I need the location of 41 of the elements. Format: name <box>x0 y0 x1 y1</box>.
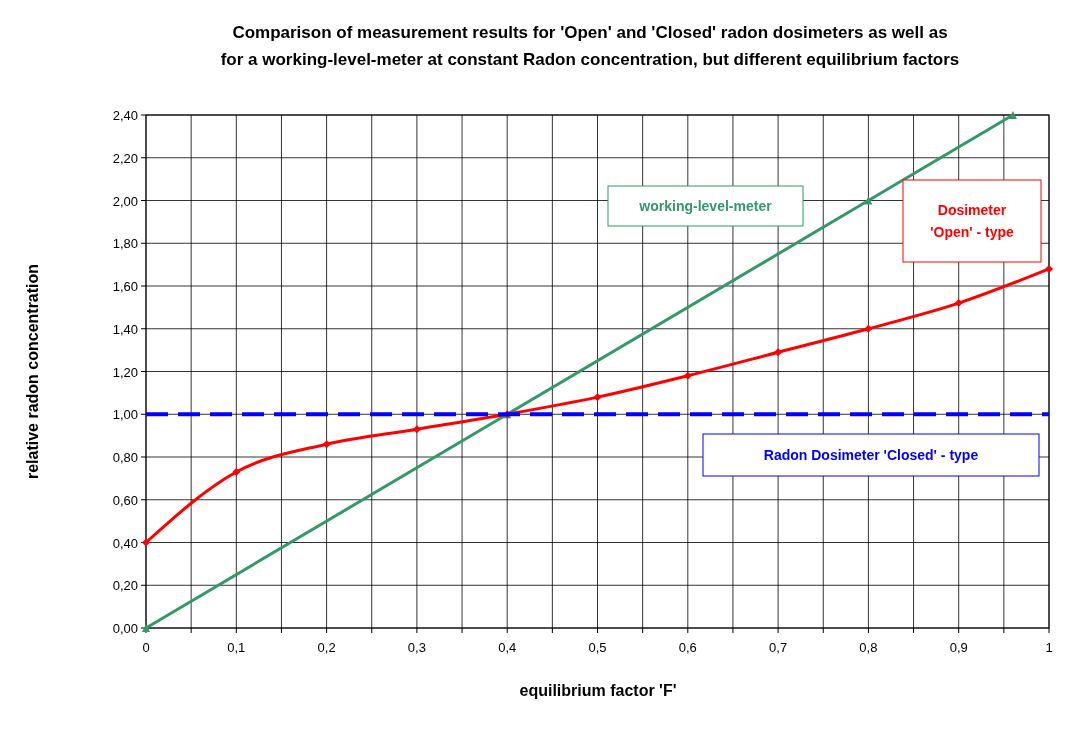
y-tick-label: 1,80 <box>112 236 138 252</box>
y-tick-label: 0,60 <box>112 492 138 508</box>
x-tick-label: 0,7 <box>769 640 788 655</box>
x-axis-title: equilibrium factor 'F' <box>519 682 677 699</box>
y-tick-label: 0,20 <box>112 578 138 594</box>
y-tick-label: 2,00 <box>112 193 138 209</box>
y-tick-label: 1,20 <box>112 364 138 380</box>
x-tick-label: 0,5 <box>588 640 607 655</box>
y-tick-label: 0,00 <box>112 621 138 636</box>
point <box>412 425 421 434</box>
name-box: working-level-meter <box>607 185 804 227</box>
y-tick-label: 1,40 <box>112 321 138 337</box>
point <box>774 348 783 357</box>
point <box>1045 264 1053 273</box>
x-tick-label: 0,6 <box>678 640 697 655</box>
chart-title: Comparison of measurement results for 'Open' and 'Closed' radon dosimeters as well as for a working-level-meter at constant Radon concentration, but different equilibrium factors <box>220 23 960 69</box>
y-tick-label: 1,60 <box>112 279 138 294</box>
name-box: Radon Dosimeter 'Closed' - type <box>702 433 1040 477</box>
y-tick-label: 1,00 <box>112 407 138 423</box>
x-tick-label: 0,2 <box>317 640 336 655</box>
point <box>864 324 873 333</box>
y-tick-label: 0,80 <box>112 450 138 465</box>
x-tick-label: 0,8 <box>859 640 878 655</box>
point <box>683 371 692 380</box>
y-axis-title: relative radon concentration <box>24 263 41 480</box>
point <box>322 440 331 449</box>
y-tick-label: 2,20 <box>112 150 138 166</box>
point <box>232 467 241 476</box>
x-tick-label: 0,3 <box>407 640 426 655</box>
point <box>864 196 873 205</box>
name-box: Dosimeter 'Open' - type <box>902 179 1042 263</box>
y-tick-label: 0,40 <box>112 535 138 551</box>
x-tick-label: 0,1 <box>227 640 246 655</box>
x-tick-label: 0,4 <box>498 640 517 655</box>
point <box>954 299 963 308</box>
x-tick-label: 1 <box>1045 640 1053 655</box>
point <box>1008 111 1017 119</box>
x-tick-label: 0,9 <box>949 640 968 655</box>
point <box>593 393 602 402</box>
x-tick-label: 0 <box>142 640 150 655</box>
y-tick-label: 2,40 <box>112 108 138 123</box>
